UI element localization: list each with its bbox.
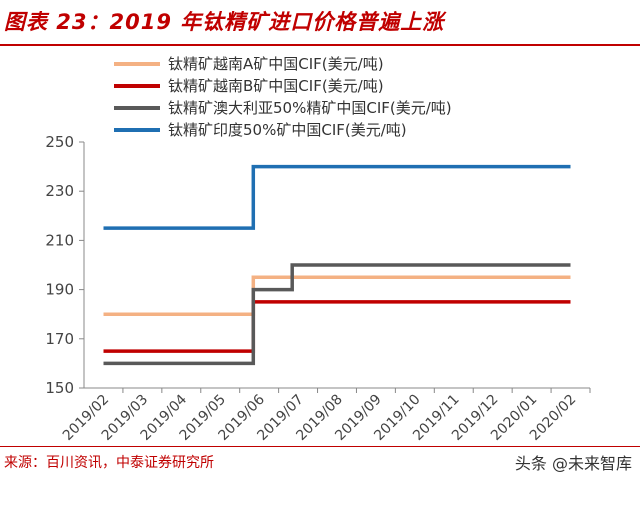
line-chart: 1501701902102302502019/022019/032019/042…	[45, 55, 591, 444]
series-line-2	[103, 300, 571, 353]
legend-label-3: 钛精矿澳大利亚50%精矿中国CIF(美元/吨)	[168, 99, 452, 117]
series-line-1	[103, 275, 571, 316]
y-tick-label: 190	[45, 281, 74, 299]
series-line-3	[103, 263, 571, 366]
legend-label-4: 钛精矿印度50%矿中国CIF(美元/吨)	[168, 121, 407, 139]
footer-divider	[0, 446, 640, 447]
y-tick-label: 170	[45, 330, 74, 348]
source-note: 来源：百川资讯，中泰证券研究所	[4, 455, 214, 471]
title-divider	[0, 44, 640, 46]
y-tick-label: 230	[45, 182, 74, 200]
y-tick-label: 210	[45, 231, 74, 249]
legend-label-2: 钛精矿越南B矿中国CIF(美元/吨)	[168, 77, 384, 95]
chart-title: 图表 23：2019 年钛精矿进口价格普遍上涨	[4, 10, 445, 34]
legend-label-1: 钛精矿越南A矿中国CIF(美元/吨)	[168, 55, 384, 73]
y-tick-label: 150	[45, 379, 74, 397]
watermark: 头条 @未来智库	[514, 454, 632, 473]
series-line-4	[103, 164, 571, 230]
y-tick-label: 250	[45, 133, 74, 151]
